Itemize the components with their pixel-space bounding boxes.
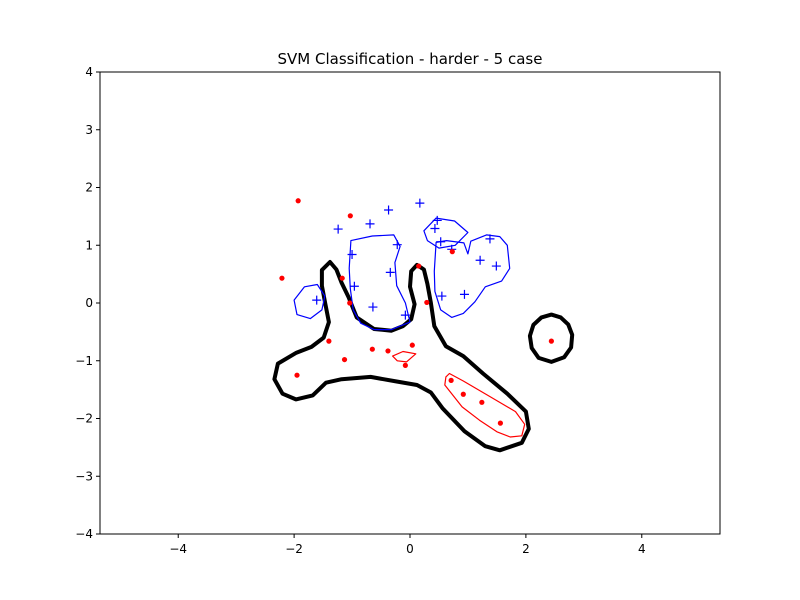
margin-contour-7 — [444, 372, 526, 438]
margin-contour-4 — [433, 234, 511, 318]
dot-point — [449, 249, 455, 255]
dot-point — [416, 263, 422, 269]
dot-point — [295, 198, 301, 204]
plus-point — [392, 240, 402, 250]
plus-point — [312, 295, 322, 305]
plus-point — [385, 267, 395, 277]
plus-point — [437, 291, 447, 301]
contour-lines — [272, 217, 575, 453]
dot-point — [326, 338, 332, 344]
plus-point — [347, 249, 357, 259]
decision-boundary-1 — [527, 312, 575, 364]
margin-contour-2 — [348, 234, 411, 331]
plus-point — [368, 302, 378, 312]
dot-point — [339, 275, 345, 281]
margin-contour-3 — [423, 217, 469, 249]
y-tick-label: −2 — [75, 412, 93, 426]
plus-point — [436, 237, 446, 247]
dot-point — [347, 213, 353, 219]
y-axis: −4 −3 −2 −1 0 1 2 3 4 — [75, 65, 100, 541]
dot-point — [402, 362, 408, 368]
dot-point — [460, 391, 466, 397]
y-tick-label: 4 — [85, 65, 93, 79]
y-tick-label: 3 — [85, 123, 93, 137]
dot-point — [294, 372, 300, 378]
margin-contour-5 — [293, 283, 326, 320]
y-tick-label: 1 — [85, 238, 93, 252]
decision-boundary-0 — [272, 260, 531, 453]
plus-point — [491, 261, 501, 271]
dot-point — [548, 338, 554, 344]
plus-point — [485, 234, 495, 244]
x-tick-label: 4 — [638, 542, 646, 556]
dot-point — [347, 300, 353, 306]
x-tick-label: 2 — [522, 542, 530, 556]
x-tick-label: 0 — [406, 542, 414, 556]
x-tick-label: −2 — [285, 542, 303, 556]
dot-point — [279, 275, 285, 281]
dot-point — [385, 348, 391, 354]
plus-point — [459, 289, 469, 299]
x-tick-label: −4 — [169, 542, 187, 556]
plus-point — [415, 198, 425, 208]
dot-point — [369, 346, 375, 352]
y-tick-label: −3 — [75, 469, 93, 483]
chart-title: SVM Classification - harder - 5 case — [278, 50, 543, 68]
x-axis: −4 −2 0 2 4 — [169, 534, 646, 556]
dot-point — [341, 356, 348, 363]
plus-point — [400, 310, 410, 320]
dot-point — [424, 299, 430, 306]
dot-point — [479, 399, 485, 405]
plus-point — [333, 224, 343, 234]
plus-point — [384, 205, 394, 215]
plus-point — [430, 224, 440, 234]
y-tick-label: 0 — [85, 296, 93, 310]
margin-contour-6 — [392, 350, 417, 363]
y-tick-label: 2 — [85, 181, 93, 195]
y-tick-label: −1 — [75, 354, 93, 368]
dot-point — [448, 377, 454, 383]
plus-point — [349, 281, 359, 291]
plus-point — [365, 219, 375, 229]
plus-point — [432, 215, 442, 225]
dot-point — [497, 420, 503, 426]
data-points — [279, 198, 554, 426]
dot-point — [409, 342, 415, 348]
y-tick-label: −4 — [75, 527, 93, 541]
plus-point — [475, 255, 485, 265]
